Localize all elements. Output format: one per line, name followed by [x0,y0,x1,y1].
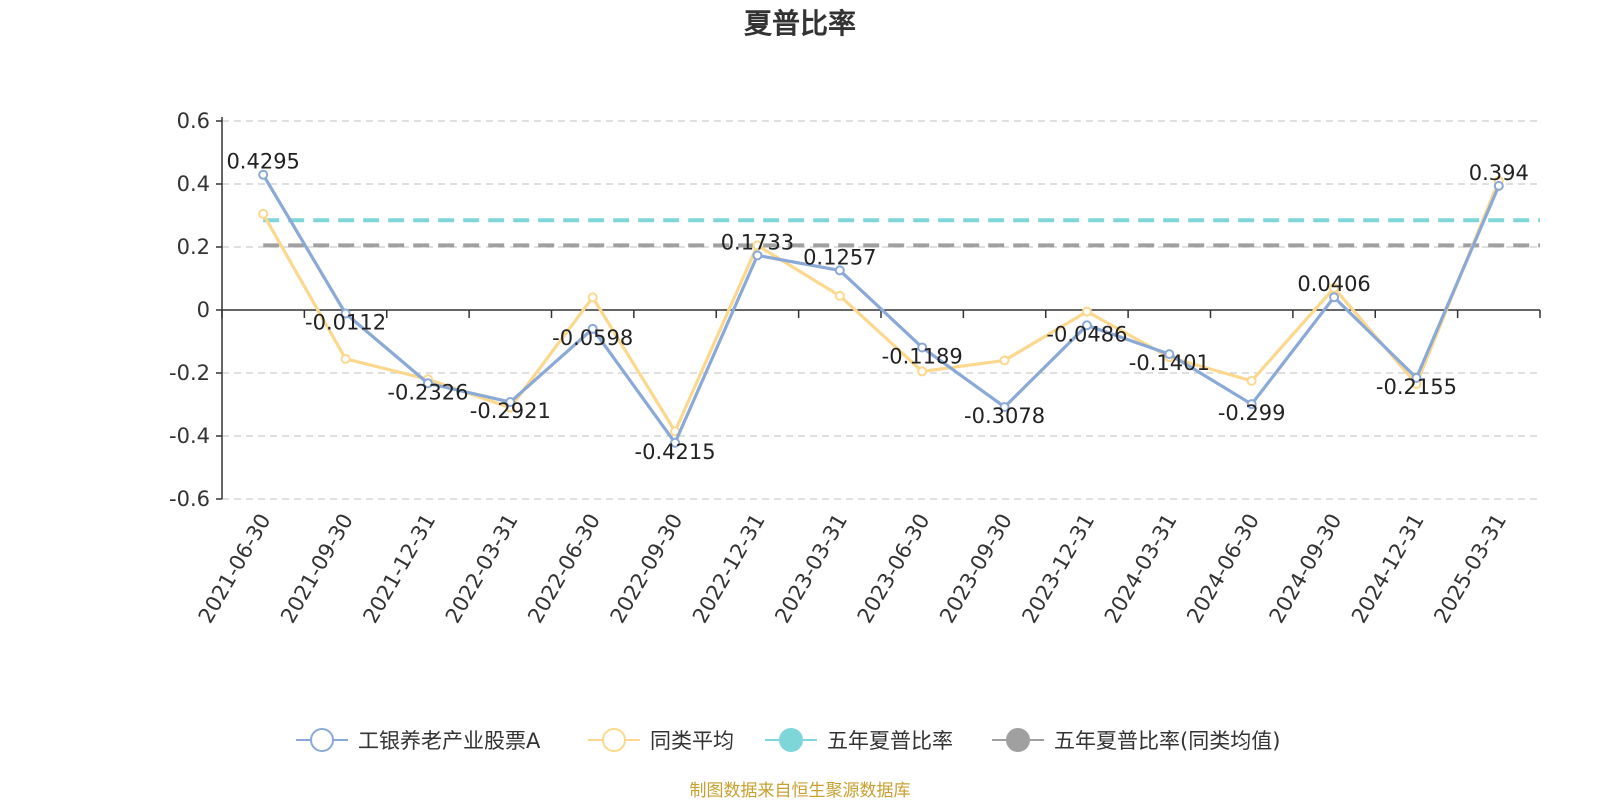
series-lines [258,169,1504,448]
data-label: 0.394 [1469,161,1529,185]
peer-average-point [1329,282,1340,293]
fund-point [422,378,433,389]
peer-average-point [340,353,351,364]
x-tick-label: 2021-09-30 [276,510,358,628]
fund-point [505,397,516,408]
legend-marker [310,728,334,752]
x-tick-label: 2022-09-30 [606,510,688,628]
x-tick-label: 2022-06-30 [523,510,605,628]
source-note: 制图数据来自恒生聚源数据库 [690,781,911,800]
data-labels: 0.4295 -0.0112 -0.2326-0.2921 -0.0598 -0.421… [226,150,1528,464]
x-tick-label: 2025-03-31 [1429,510,1511,628]
fund-point [1411,372,1422,383]
legend-marker [602,728,626,752]
y-tick-label: 0 [197,298,210,322]
legend-marker [779,728,803,752]
chart-title: 夏普比率 [744,7,856,40]
x-tick-label: 2022-12-31 [688,510,770,628]
fund-point [917,342,928,353]
peer-average-point [752,240,763,251]
y-tick-label: 0.6 [177,109,210,133]
y-tick-label: 0.4 [177,172,210,196]
legend-label: 工银养老产业股票A [358,729,541,753]
y-tick-label: 0.2 [177,235,210,259]
data-label: -0.0486 [1046,322,1127,346]
legend-label: 五年夏普比率 [827,729,953,753]
fund-point [1081,320,1092,331]
fund-point [999,401,1010,412]
data-label: -0.299 [1218,401,1286,425]
data-label: -0.0112 [305,311,386,335]
legend-item[interactable]: 五年夏普比率 [765,728,953,753]
data-label: -0.1401 [1129,351,1210,375]
x-tick-label: 2024-03-31 [1100,510,1182,628]
data-label: -0.1189 [882,344,963,368]
fund-point [1329,292,1340,303]
fund-point [587,323,598,334]
legend: 工银养老产业股票A 同类平均 五年夏普比率 五年夏普比率(同类均值) [296,728,1280,753]
fund-point [1164,349,1175,360]
x-tick-label: 2023-12-31 [1017,510,1099,628]
data-label: -0.2921 [470,399,551,423]
data-label: 0.4295 [226,150,299,174]
x-tick-label: 2022-03-31 [441,510,523,628]
data-label: -0.4215 [635,440,716,464]
peer-average-point [999,355,1010,366]
data-label: 0.1733 [721,230,794,254]
data-label: -0.3078 [964,404,1045,428]
data-label: -0.0598 [552,326,633,350]
fund-point [258,169,269,180]
legend-label: 同类平均 [650,729,734,753]
x-tick-label: 2024-09-30 [1265,510,1347,628]
y-tick-label: -0.6 [169,487,210,511]
data-label: -0.2155 [1376,375,1457,399]
legend-item[interactable]: 同类平均 [588,728,734,753]
x-tick-label: 2021-06-30 [194,510,276,628]
legend-item[interactable]: 五年夏普比率(同类均值) [992,728,1280,753]
peer-average-point [587,292,598,303]
x-tick-label: 2021-12-31 [358,510,440,628]
reference-lines [263,218,1540,248]
data-label: 0.1257 [803,245,876,269]
x-tick-label: 2024-12-31 [1347,510,1429,628]
legend-label: 五年夏普比率(同类均值) [1054,729,1280,753]
peer-average-point [917,366,928,377]
peer-average-point [1246,375,1257,386]
fund-point [670,437,681,448]
fund-point [834,265,845,276]
x-tick-label: 2023-03-31 [770,510,852,628]
data-label: 0.0406 [1297,272,1370,296]
fund-point [1246,399,1257,410]
peer-average-point [1081,306,1092,317]
fund-point [752,250,763,261]
fund-series-line [261,173,1501,445]
y-tick-label: -0.2 [169,361,210,385]
fund-point [340,308,351,319]
peer-average-point [258,208,269,219]
x-tick-label: 2023-09-30 [935,510,1017,628]
x-tick-label: 2023-06-30 [853,510,935,628]
data-label: -0.2326 [387,380,468,404]
y-tick-label: -0.4 [169,424,210,448]
peer-average-point [834,290,845,301]
legend-marker [1006,728,1030,752]
x-tick-label: 2024-06-30 [1182,510,1264,628]
fund-point [1493,180,1504,191]
legend-item[interactable]: 工银养老产业股票A [296,728,541,753]
